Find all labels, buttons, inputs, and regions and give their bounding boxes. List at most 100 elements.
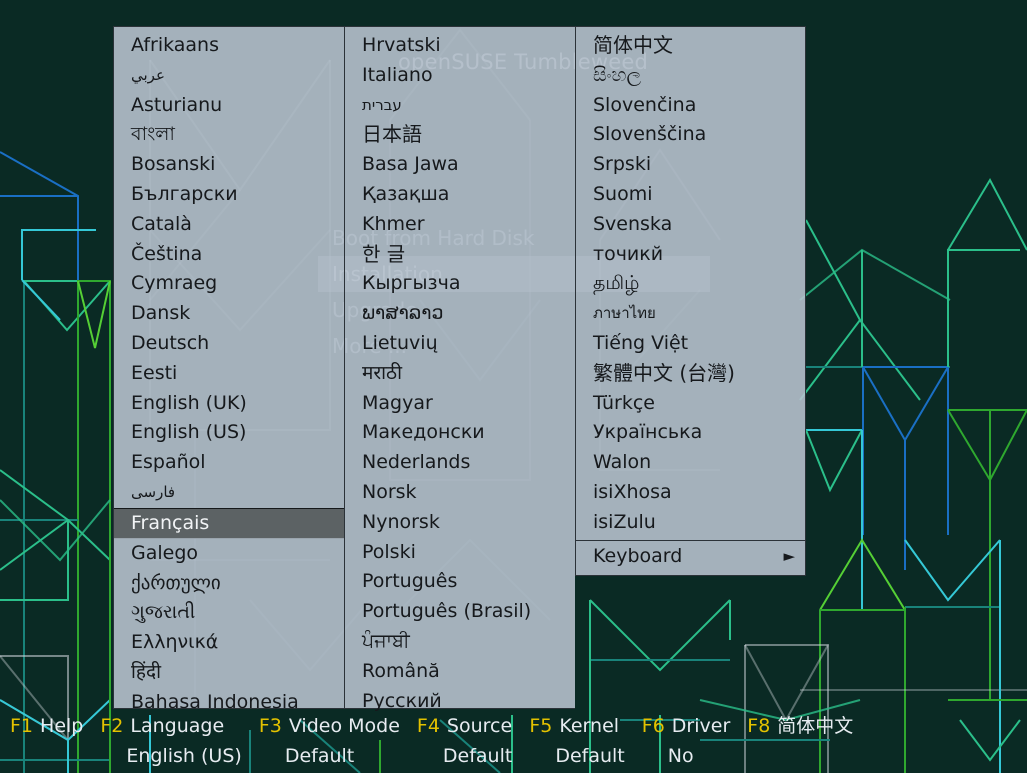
language-item-polski[interactable]: Polski: [362, 540, 416, 563]
language-item-greek[interactable]: Ελληνικά: [131, 631, 219, 654]
fkey-f8-key: F8: [747, 715, 771, 737]
language-item-gujarati[interactable]: ગુજરાતી: [131, 601, 196, 624]
fkey-f6-driver[interactable]: F6 Driver No: [642, 711, 731, 771]
language-item-turkce[interactable]: Türkçe: [593, 391, 655, 414]
language-item-tajik[interactable]: точикй: [593, 242, 664, 265]
language-item-arabic[interactable]: عربي: [131, 65, 165, 84]
fkey-f4-value: Default: [442, 745, 513, 767]
language-item-basa-jawa[interactable]: Basa Jawa: [362, 153, 459, 176]
language-item-georgian[interactable]: ქართული: [131, 571, 221, 594]
function-key-bar: F1 Help F2 Language English (US) F3 Video M…: [0, 711, 1027, 773]
language-item-afrikaans[interactable]: Afrikaans: [131, 34, 219, 56]
language-item-kyrgyz[interactable]: Кыргызча: [362, 272, 461, 295]
language-item-english-us[interactable]: English (US): [131, 421, 247, 444]
language-item-svenska[interactable]: Svenska: [593, 212, 673, 235]
language-item-tieng-viet[interactable]: Tiếng Việt: [593, 331, 689, 354]
language-item-suomi[interactable]: Suomi: [593, 182, 653, 205]
fkey-f4-key: F4: [416, 715, 440, 737]
fkey-f3-video-mode[interactable]: F3 Video Mode Default: [259, 711, 400, 771]
language-item-korean[interactable]: 한 글: [362, 241, 406, 266]
fkey-f5-kernel[interactable]: F5 Kernel Default: [529, 711, 624, 771]
language-item-bengali[interactable]: বাংলা: [131, 123, 175, 146]
language-item-walon[interactable]: Walon: [593, 451, 652, 474]
language-item-lietuviu[interactable]: Lietuvių: [362, 331, 438, 354]
fkey-f1-key: F1: [10, 715, 34, 737]
language-item-punjabi[interactable]: ਪੰਜਾਬੀ: [362, 629, 410, 652]
language-item-simplified-chinese[interactable]: 简体中文: [593, 33, 673, 57]
language-item-slovencina[interactable]: Slovenčina: [593, 93, 697, 116]
language-item-isizulu[interactable]: isiZulu: [593, 510, 656, 533]
fkey-f4-source[interactable]: F4 Source Default: [417, 711, 512, 771]
language-item-russian[interactable]: Русский: [362, 689, 442, 712]
fkey-f6-top: F6 Driver: [642, 711, 731, 741]
language-item-asturianu[interactable]: Asturianu: [131, 93, 223, 116]
fkey-f2-language[interactable]: F2 Language English (US): [100, 711, 241, 771]
language-item-tamil[interactable]: தமிழ்: [593, 272, 640, 295]
language-item-bulgarski[interactable]: Български: [131, 182, 238, 205]
language-item-sinhala[interactable]: සිංහල: [593, 63, 641, 86]
fkey-f8-top: F8 简体中文: [747, 711, 853, 741]
language-item-norsk[interactable]: Norsk: [362, 480, 417, 503]
language-item-japanese[interactable]: 日本語: [362, 122, 422, 147]
fkey-f4-label: Source: [446, 715, 513, 737]
language-item-hindi[interactable]: हिंदी: [131, 660, 162, 683]
language-item-magyar[interactable]: Magyar: [362, 391, 433, 414]
language-item-cestina[interactable]: Čeština: [131, 242, 203, 265]
language-item-nynorsk[interactable]: Nynorsk: [362, 510, 440, 533]
language-item-khmer[interactable]: Khmer: [362, 212, 425, 235]
language-item-ukrainian[interactable]: Українська: [593, 421, 703, 444]
language-item-isixhosa[interactable]: isiXhosa: [593, 480, 672, 503]
language-menu: Afrikaans عربي Asturianu বাংলা Bosanski …: [113, 26, 806, 713]
language-item-makedonski[interactable]: Македонски: [362, 421, 485, 444]
fkey-f5-label: Kernel: [559, 715, 620, 737]
language-item-dansk[interactable]: Dansk: [131, 302, 191, 325]
fkey-f2-value: English (US): [126, 745, 242, 767]
fkey-f6-key: F6: [641, 715, 665, 737]
language-item-traditional-chinese[interactable]: 繁體中文 (台灣): [593, 360, 735, 385]
language-item-farsi[interactable]: فارسی: [131, 482, 176, 501]
language-item-slovenscina[interactable]: Slovenščina: [593, 123, 707, 146]
fkey-f5-value: Default: [555, 745, 625, 767]
keyboard-submenu-item[interactable]: Keyboard ►: [576, 541, 805, 572]
menu-separator: [576, 539, 805, 541]
fkey-f3-top: F3 Video Mode: [259, 711, 400, 741]
language-menu-column-1: Afrikaans عربي Asturianu বাংলা Bosanski …: [113, 26, 344, 713]
fkey-f2-key: F2: [100, 715, 124, 737]
language-item-eesti[interactable]: Eesti: [131, 361, 178, 384]
language-item-hrvatski[interactable]: Hrvatski: [362, 34, 441, 56]
fkey-f1-help[interactable]: F1 Help: [10, 711, 83, 741]
fkey-f6-label: Driver: [671, 715, 731, 737]
keyboard-submenu-label: Keyboard: [593, 544, 683, 567]
language-item-romana[interactable]: Română: [362, 659, 440, 682]
fkey-f5-key: F5: [529, 715, 553, 737]
fkey-f5-top: F5 Kernel: [529, 711, 624, 741]
chevron-right-icon: ►: [783, 546, 795, 565]
fkey-f3-label: Video Mode: [288, 715, 400, 737]
language-item-deutsch[interactable]: Deutsch: [131, 331, 210, 354]
language-menu-column-3: 简体中文 සිංහල Slovenčina Slovenščina Srpski…: [575, 26, 806, 576]
language-menu-column-2: Hrvatski Italiano עברית 日本語 Basa Jawa Қа…: [344, 26, 575, 712]
language-item-english-uk[interactable]: English (UK): [131, 391, 247, 414]
fkey-f3-value: Default: [284, 745, 355, 767]
language-item-espanol[interactable]: Español: [131, 451, 206, 474]
language-item-francais[interactable]: Français: [114, 507, 344, 539]
language-item-kazakh[interactable]: Қазақша: [362, 182, 450, 205]
language-item-marathi[interactable]: मराठी: [362, 361, 403, 384]
language-item-thai[interactable]: ภาษาไทย: [593, 304, 656, 323]
fkey-f6-value: No: [667, 745, 694, 767]
language-item-bosanski[interactable]: Bosanski: [131, 153, 216, 176]
language-item-catala[interactable]: Català: [131, 212, 192, 235]
fkey-f3-key: F3: [258, 715, 282, 737]
language-item-portugues-brasil[interactable]: Português (Brasil): [362, 600, 532, 623]
language-item-galego[interactable]: Galego: [131, 541, 199, 564]
language-item-nederlands[interactable]: Nederlands: [362, 451, 471, 474]
language-item-lao[interactable]: ພາສາລາວ: [362, 302, 444, 325]
fkey-f8-chinese[interactable]: F8 简体中文: [747, 711, 853, 741]
language-item-bahasa-indonesia[interactable]: Bahasa Indonesia: [131, 690, 299, 713]
language-item-italiano[interactable]: Italiano: [362, 63, 433, 86]
language-item-hebrew[interactable]: עברית: [362, 95, 402, 114]
language-item-portugues[interactable]: Português: [362, 570, 458, 593]
language-item-cymraeg[interactable]: Cymraeg: [131, 272, 218, 295]
fkey-f1-label: Help: [40, 715, 84, 737]
language-item-srpski[interactable]: Srpski: [593, 153, 652, 176]
